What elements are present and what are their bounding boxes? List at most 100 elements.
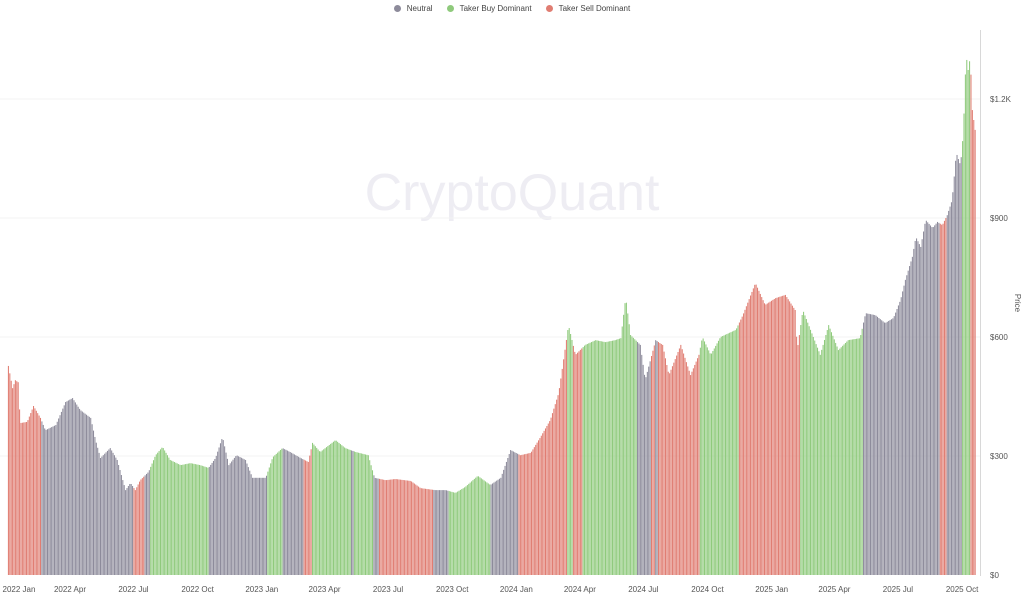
bar-buy [193,463,195,575]
bar-buy [327,446,329,575]
bar-neutral [118,464,120,575]
bar-sell [20,422,22,575]
bar-neutral [895,312,897,575]
bar-neutral [238,456,240,575]
bar-sell [413,483,415,575]
bar-neutral [108,449,110,575]
bar-sell [752,288,754,575]
bar-buy [179,464,181,575]
bar-sell [143,476,145,575]
bar-buy [856,338,858,575]
bar-sell [652,350,654,575]
bar-buy [317,449,319,575]
bar-buy [592,341,594,575]
bar-neutral [264,477,266,575]
bar-buy [623,314,625,575]
bar-sell [33,406,35,575]
bar-buy [464,487,466,575]
bar-neutral [292,453,294,575]
bar-buy [370,465,372,575]
bar-buy [323,449,325,575]
bar-sell [425,488,427,575]
bar-neutral [897,305,899,575]
bar-neutral [289,452,291,575]
bar-buy [478,476,480,575]
bar-buy [611,340,613,575]
bar-sell [426,488,428,575]
bar-buy [843,344,845,575]
bar-sell [777,297,779,575]
bar-neutral [917,241,919,575]
bar-sell [770,300,773,575]
bar-neutral [638,343,640,575]
bar-neutral [286,450,288,575]
bar-buy [330,443,332,575]
bar-buy [593,340,595,575]
bar-neutral [508,454,510,575]
bar-sell [789,301,791,575]
bar-buy [172,461,174,575]
bar-buy [844,342,846,575]
bar-neutral [105,452,107,575]
bar-buy [342,446,344,575]
y-tick-label: $900 [990,214,1008,223]
bar-sell [688,370,690,575]
bar-neutral [261,477,263,575]
bar-sell [406,480,408,575]
bar-neutral [927,222,929,575]
bar-neutral [501,473,503,575]
bar-sell [307,461,309,575]
bar-neutral [494,481,496,575]
bar-sell [9,373,11,575]
legend-label: Taker Sell Dominant [558,4,631,13]
bar-neutral [900,297,902,575]
bar-neutral [490,484,492,575]
x-tick-label: 2025 Jan [755,585,788,594]
bar-buy [152,460,155,575]
legend-item-neutral[interactable]: Neutral [393,4,433,13]
bar-sell [526,453,528,575]
x-tick-label: 2023 Jan [245,585,278,594]
bar-buy [737,325,739,575]
bar-buy [589,342,591,575]
bar-neutral [53,425,55,575]
bar-neutral [445,490,447,575]
bar-sell [765,304,767,575]
legend-item-buy[interactable]: Taker Buy Dominant [446,4,532,13]
bar-neutral [956,154,958,575]
legend-item-sell[interactable]: Taker Sell Dominant [545,4,631,13]
bar-buy [371,470,374,575]
bar-sell [971,110,973,575]
bar-neutral [892,318,894,575]
bar-sell [136,487,138,575]
bar-neutral [62,408,64,575]
bar-neutral [59,415,61,575]
bar-buy [325,447,328,575]
bar-neutral [232,459,234,575]
bar-buy [334,440,336,575]
bar-buy [275,453,277,575]
legend-label: Neutral [406,4,433,13]
bar-buy [461,489,463,575]
bar-sell [416,485,418,575]
bar-sell [134,490,136,575]
bar-sell [13,384,15,575]
bar-sell [758,290,760,575]
bar-buy [480,478,482,575]
bar-buy [479,477,481,575]
bar-sell [657,342,660,575]
bar-buy [489,484,491,575]
bar-neutral [87,415,89,575]
bar-sell [666,365,668,575]
legend-dot-icon [393,5,401,12]
bar-sell [674,359,676,575]
bar-sell [556,399,558,575]
bar-sell [303,459,305,575]
bar-neutral [352,450,354,575]
bar-buy [801,315,803,575]
bar-sell [549,421,551,575]
bar-buy [709,353,711,575]
bar-neutral [228,465,230,575]
bar-buy [328,444,330,575]
bar-neutral [111,450,113,575]
